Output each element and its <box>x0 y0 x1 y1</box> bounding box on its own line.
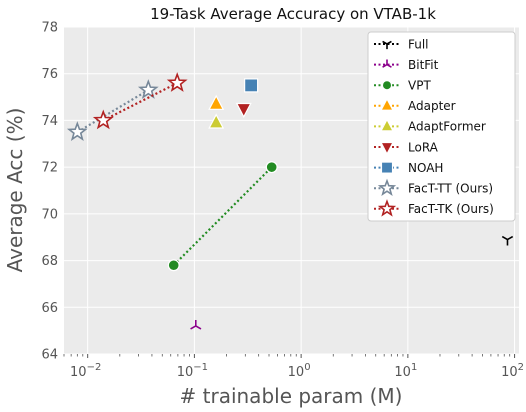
legend-label-lora: LoRA <box>408 140 439 154</box>
data-point-bitfit <box>190 319 202 330</box>
y-tick-label: 64 <box>41 348 58 363</box>
x-tick-label: 101 <box>394 362 417 380</box>
data-point-noah <box>244 78 259 93</box>
legend-box <box>367 31 516 222</box>
legend-marker-lora <box>380 141 394 156</box>
x-tick-label: 102 <box>501 362 524 380</box>
data-point-adapter <box>208 94 225 110</box>
x-tick-label: 10−2 <box>70 362 101 380</box>
legend-marker-fact-tt-ours <box>377 178 397 196</box>
legend-label-bitfit: BitFit <box>408 58 439 72</box>
data-point-fact-tk-ours <box>166 72 188 92</box>
legend-label-adapter: Adapter <box>408 99 456 113</box>
axis-ticks: 64 66 68 70 72 74 76 78 10−2 10−1 100 101 102 <box>41 21 524 381</box>
legend-label-noah: NOAH <box>408 161 443 175</box>
legend-marker-full <box>382 40 392 50</box>
data-point-vpt <box>167 259 180 272</box>
data-point-full <box>501 235 514 246</box>
legend-marker-fact-tk-ours <box>377 199 397 217</box>
legend-marker-bitfit <box>382 59 392 68</box>
legend-label-full: Full <box>408 37 429 51</box>
y-tick-label: 76 <box>41 67 58 82</box>
data-point-lora <box>235 102 252 119</box>
y-axis-label: Average Acc (%) <box>3 108 27 273</box>
data-point-fact-tk-ours <box>92 109 114 130</box>
y-tick-label: 72 <box>41 161 58 176</box>
series-line-fact-tt-ours <box>76 89 149 134</box>
y-tick-label: 74 <box>41 114 58 129</box>
x-axis-label: # trainable param (M) <box>180 384 403 408</box>
legend-label-fact-tk-ours: FacT-TK (Ours) <box>408 202 494 216</box>
legend-marker-vpt <box>381 80 393 91</box>
series-line-fact-tk-ours <box>102 82 178 122</box>
legend: Full BitFit VPT Adapter AdaptFormer LoRA NOAH F… <box>367 31 516 222</box>
data-point-adaptformer <box>208 113 225 129</box>
legend-marker-adaptformer <box>380 118 394 132</box>
y-tick-label: 78 <box>41 21 58 36</box>
grid <box>64 26 519 355</box>
data-point-fact-tt-ours <box>137 79 159 99</box>
data-layer <box>66 72 514 330</box>
x-tick-label: 10−1 <box>177 362 208 380</box>
legend-label-fact-tt-ours: FacT-TT (Ours) <box>408 182 493 196</box>
series-line-vpt <box>172 166 273 267</box>
y-tick-label: 66 <box>41 301 58 316</box>
legend-label-vpt: VPT <box>408 79 431 93</box>
y-tick-label: 68 <box>41 254 58 269</box>
data-point-fact-tt-ours <box>66 121 88 141</box>
legend-marker-adapter <box>380 97 394 111</box>
legend-label-adaptformer: AdaptFormer <box>408 120 486 134</box>
x-tick-label: 100 <box>288 362 311 380</box>
data-point-vpt <box>265 161 278 174</box>
y-tick-label: 70 <box>41 207 58 222</box>
chart-title: 19-Task Average Accuracy on VTAB-1k <box>150 5 436 23</box>
legend-marker-noah <box>380 161 394 174</box>
